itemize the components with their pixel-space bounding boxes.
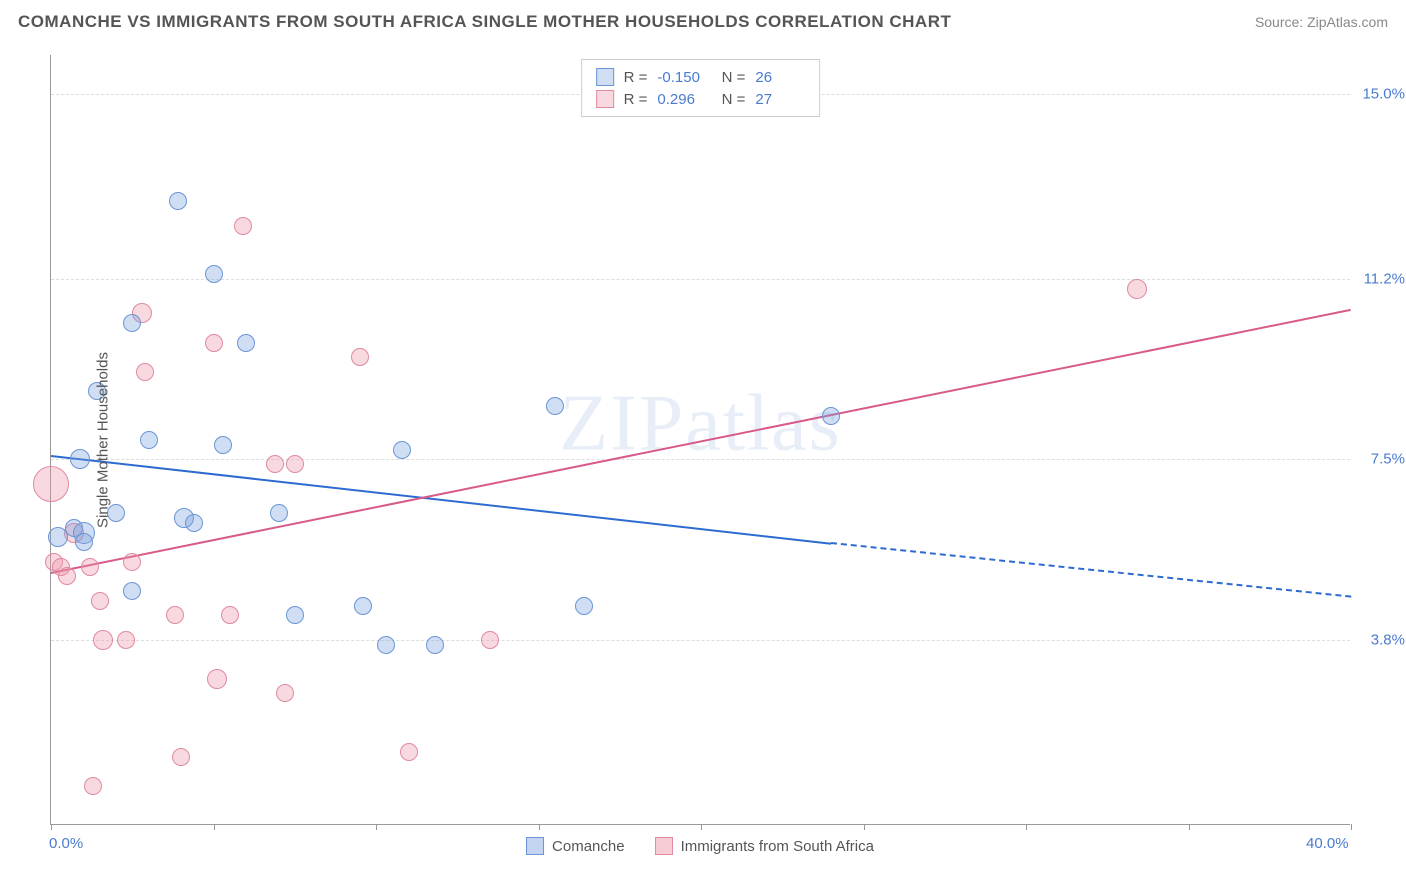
- x-tick: [51, 824, 52, 830]
- legend-swatch: [596, 68, 614, 86]
- watermark: ZIPatlas: [559, 379, 842, 470]
- scatter-point: [286, 606, 304, 624]
- scatter-point: [172, 748, 190, 766]
- scatter-point: [205, 334, 223, 352]
- scatter-point: [234, 217, 252, 235]
- scatter-point: [70, 449, 90, 469]
- scatter-point: [221, 606, 239, 624]
- x-tick: [701, 824, 702, 830]
- scatter-point: [91, 592, 109, 610]
- legend-series-item: Immigrants from South Africa: [655, 837, 874, 855]
- scatter-point: [185, 514, 203, 532]
- scatter-point: [214, 436, 232, 454]
- scatter-point: [270, 504, 288, 522]
- scatter-point: [140, 431, 158, 449]
- scatter-point: [266, 455, 284, 473]
- trend-line: [51, 455, 831, 545]
- scatter-point: [169, 192, 187, 210]
- scatter-point: [237, 334, 255, 352]
- scatter-point: [81, 558, 99, 576]
- scatter-point: [205, 265, 223, 283]
- y-tick-label: 3.8%: [1371, 631, 1405, 648]
- legend-n-value: 26: [755, 69, 805, 86]
- x-tick: [864, 824, 865, 830]
- source-attribution: Source: ZipAtlas.com: [1255, 14, 1388, 30]
- scatter-point: [276, 684, 294, 702]
- x-tick: [376, 824, 377, 830]
- x-tick: [1189, 824, 1190, 830]
- legend-r-label: R =: [624, 69, 648, 86]
- x-tick: [1351, 824, 1352, 830]
- scatter-point: [166, 606, 184, 624]
- scatter-point: [377, 636, 395, 654]
- legend-r-value: 0.296: [657, 91, 707, 108]
- correlation-scatter-chart: ZIPatlas R = -0.150 N = 26R = 0.296 N = …: [50, 55, 1350, 825]
- scatter-point: [481, 631, 499, 649]
- chart-title: COMANCHE VS IMMIGRANTS FROM SOUTH AFRICA…: [18, 12, 951, 32]
- legend-swatch: [596, 90, 614, 108]
- scatter-point: [123, 314, 141, 332]
- legend-r-label: R =: [624, 91, 648, 108]
- y-tick-label: 15.0%: [1362, 85, 1405, 102]
- legend-n-label: N =: [717, 69, 745, 86]
- scatter-point: [33, 466, 69, 502]
- legend-n-label: N =: [717, 91, 745, 108]
- y-axis-label: Single Mother Households: [94, 352, 111, 528]
- stats-legend: R = -0.150 N = 26R = 0.296 N = 27: [581, 59, 821, 117]
- x-tick: [214, 824, 215, 830]
- scatter-point: [400, 743, 418, 761]
- scatter-point: [93, 630, 113, 650]
- scatter-point: [123, 582, 141, 600]
- scatter-point: [426, 636, 444, 654]
- y-tick-label: 11.2%: [1364, 271, 1405, 288]
- scatter-point: [136, 363, 154, 381]
- legend-swatch: [655, 837, 673, 855]
- x-tick-label: 40.0%: [1306, 835, 1349, 852]
- scatter-point: [822, 407, 840, 425]
- gridline: [51, 640, 1350, 641]
- x-tick-label: 0.0%: [49, 835, 83, 852]
- y-tick-label: 7.5%: [1371, 451, 1405, 468]
- trend-line: [831, 542, 1351, 598]
- scatter-point: [84, 777, 102, 795]
- scatter-point: [546, 397, 564, 415]
- plot-area: ZIPatlas R = -0.150 N = 26R = 0.296 N = …: [50, 55, 1350, 825]
- scatter-point: [207, 669, 227, 689]
- gridline: [51, 279, 1350, 280]
- scatter-point: [117, 631, 135, 649]
- scatter-point: [123, 553, 141, 571]
- series-legend: Comanche Immigrants from South Africa: [526, 837, 874, 855]
- scatter-point: [575, 597, 593, 615]
- x-tick: [1026, 824, 1027, 830]
- legend-series-label: Comanche: [552, 838, 625, 855]
- scatter-point: [75, 533, 93, 551]
- gridline: [51, 459, 1350, 460]
- scatter-point: [286, 455, 304, 473]
- legend-stats-row: R = 0.296 N = 27: [596, 88, 806, 110]
- x-tick: [539, 824, 540, 830]
- legend-r-value: -0.150: [657, 69, 707, 86]
- legend-series-label: Immigrants from South Africa: [681, 838, 874, 855]
- scatter-point: [354, 597, 372, 615]
- legend-swatch: [526, 837, 544, 855]
- scatter-point: [393, 441, 411, 459]
- legend-stats-row: R = -0.150 N = 26: [596, 66, 806, 88]
- legend-series-item: Comanche: [526, 837, 625, 855]
- scatter-point: [1127, 279, 1147, 299]
- scatter-point: [351, 348, 369, 366]
- scatter-point: [58, 567, 76, 585]
- legend-n-value: 27: [755, 91, 805, 108]
